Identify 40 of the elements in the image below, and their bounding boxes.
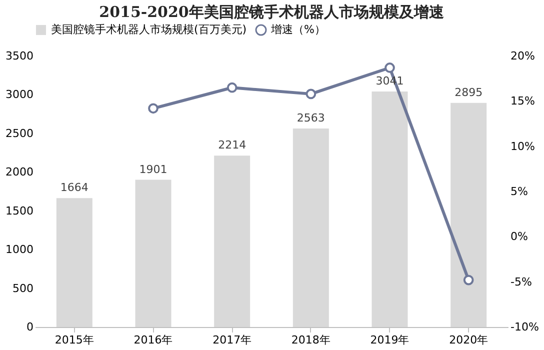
x-tick-label: 2015年: [54, 334, 94, 346]
y2-tick-label: 20%: [510, 50, 535, 62]
point: [384, 62, 395, 73]
y-tick-label: 3000: [6, 88, 34, 102]
y-tick-label: 1500: [6, 204, 34, 218]
point: [148, 103, 158, 114]
y2-tick-label: 0%: [510, 230, 528, 244]
bar: [292, 128, 329, 327]
y-tick-label: 0: [26, 320, 34, 334]
chart-title: 2015-2020年美国腔镜手术机器人市场规模及增速: [99, 3, 445, 21]
data-label: 1901: [139, 162, 168, 176]
legend-label: 美国腔镜手术机器人市场规模(百万美元): [51, 23, 247, 36]
bar: [372, 92, 408, 327]
point: [306, 88, 316, 100]
y2-tick-label: 15%: [510, 94, 535, 108]
y-tick-label: 1000: [6, 243, 34, 256]
data-label: 2214: [218, 138, 246, 152]
y2-tick-label: -10%: [510, 320, 539, 334]
legend-label: 增速（%）: [270, 23, 326, 36]
y-tick-label: 500: [12, 282, 34, 295]
point: [226, 82, 238, 93]
x-tick-label: 2020年: [449, 334, 488, 346]
bar: [450, 102, 487, 327]
data-label: 2895: [454, 86, 483, 99]
x-tick-label: 2018年: [291, 334, 330, 346]
y2-tick-label: -5%: [510, 275, 532, 288]
x-tick-label: 2017年: [212, 334, 252, 346]
x-tick-label: 2019年: [370, 334, 410, 346]
y-tick-label: 2500: [6, 126, 34, 140]
bar: [56, 198, 92, 327]
x-tick-label: 2016年: [134, 334, 173, 346]
bar: [214, 156, 250, 327]
bar: [135, 180, 172, 327]
data-label: 1664: [60, 181, 88, 194]
point: [463, 274, 474, 286]
y-tick-label: 2000: [6, 166, 34, 179]
y-tick-label: 3500: [6, 50, 34, 62]
y2-tick-label: 5%: [510, 185, 528, 198]
y2-tick-label: 10%: [510, 140, 535, 153]
data-label: 2563: [296, 112, 325, 125]
